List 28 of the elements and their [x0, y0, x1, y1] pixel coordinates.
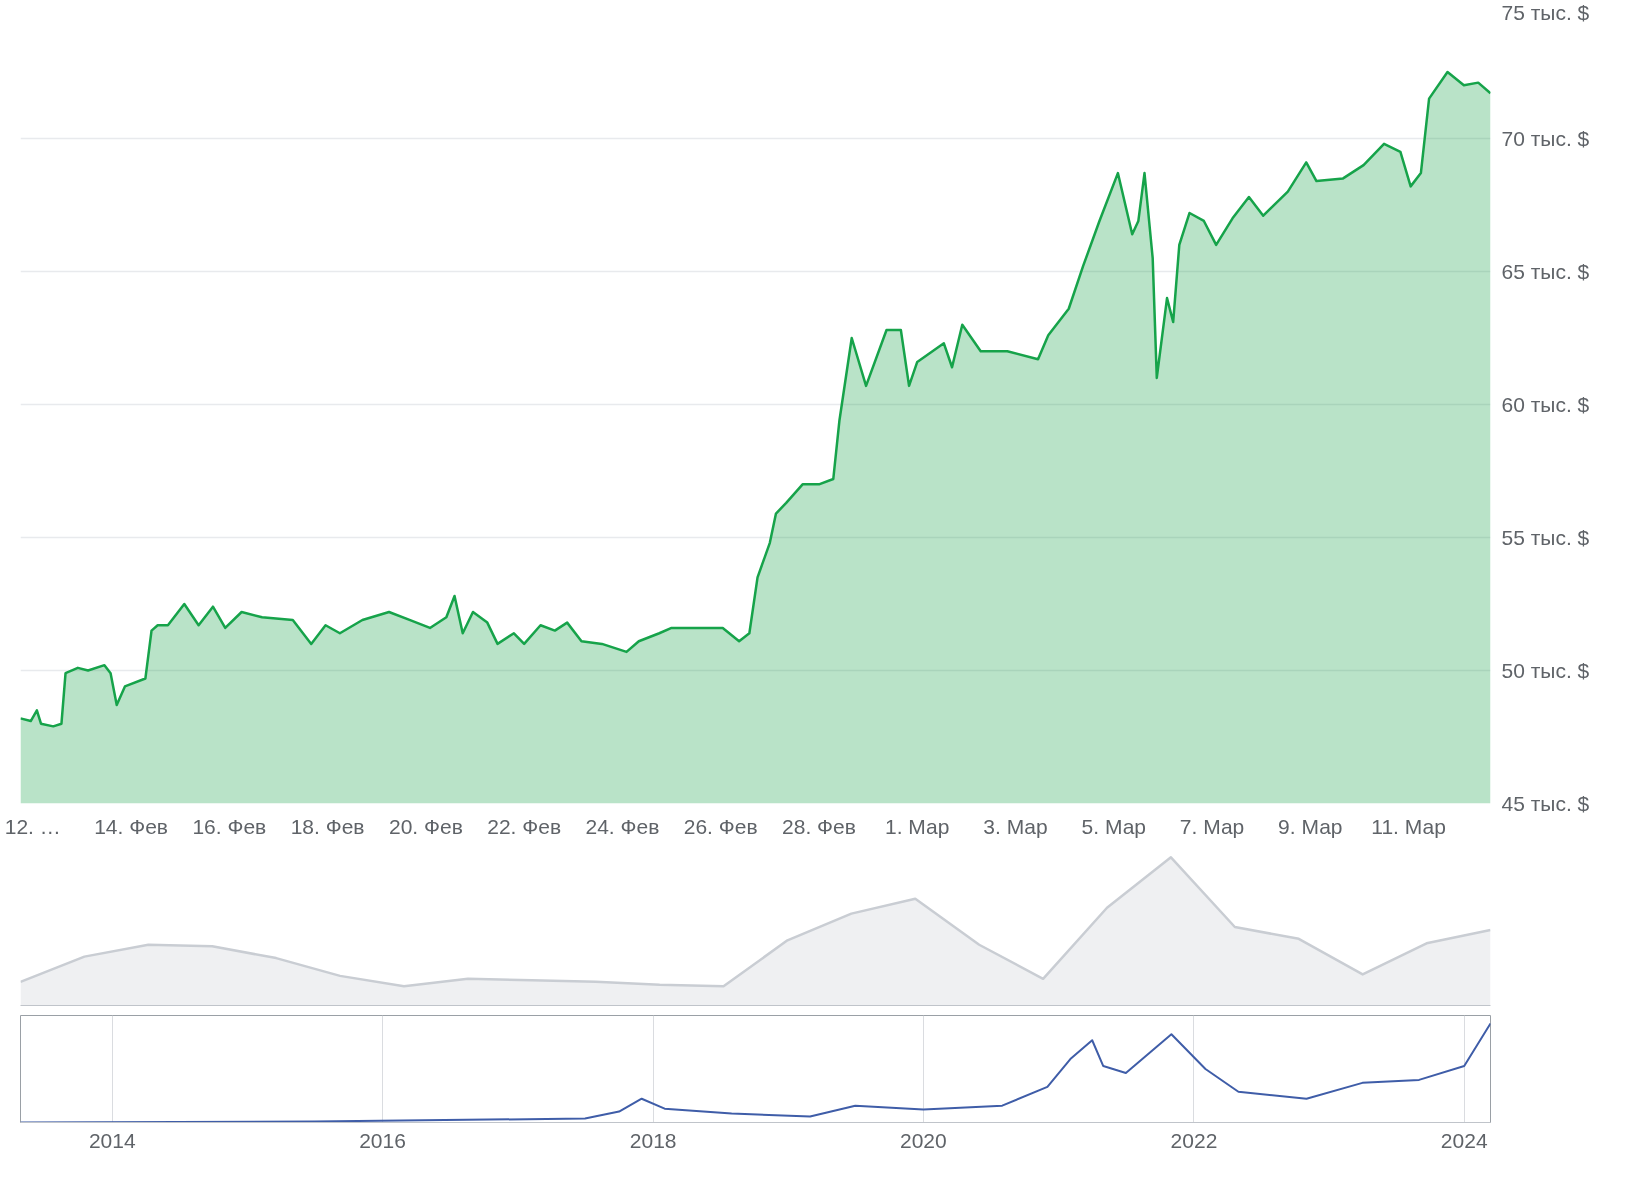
- x-tick-label: 2022: [1170, 1128, 1218, 1152]
- x-tick-label: 2014: [88, 1128, 136, 1152]
- x-tick-label: 26. Фев: [683, 814, 758, 838]
- y-tick-label: 45 тыс. $: [1501, 792, 1590, 815]
- x-tick-label: 7. Мар: [1179, 814, 1245, 838]
- x-tick-label: 20. Фев: [388, 814, 463, 838]
- y-tick-label: 65 тыс. $: [1501, 260, 1590, 283]
- x-tick-label: 2018: [629, 1128, 677, 1152]
- x-tick-label: 22. Фев: [487, 814, 562, 838]
- y-tick-label: 60 тыс. $: [1501, 393, 1590, 416]
- x-tick-label: 12. …: [4, 814, 61, 838]
- y-tick-label: 55 тыс. $: [1501, 526, 1590, 549]
- x-tick-label: 9. Мар: [1278, 814, 1343, 838]
- x-tick-label: 11. Мар: [1371, 814, 1446, 838]
- x-tick-label: 1. Мар: [885, 814, 950, 838]
- x-tick-label: 3. Мар: [983, 814, 1048, 838]
- x-tick-label: 18. Фев: [290, 814, 365, 838]
- y-tick-label: 75 тыс. $: [1501, 0, 1590, 24]
- x-tick-label: 28. Фев: [782, 814, 856, 838]
- x-tick-label: 2024: [1440, 1128, 1488, 1152]
- y-tick-label: 50 тыс. $: [1501, 659, 1590, 682]
- x-tick-label: 2020: [900, 1128, 947, 1152]
- x-tick-label: 14. Фев: [94, 814, 168, 838]
- x-tick-label: 5. Мар: [1081, 814, 1147, 838]
- x-tick-label: 24. Фев: [585, 814, 660, 838]
- x-tick-label: 2016: [359, 1128, 406, 1152]
- x-tick-label: 16. Фев: [192, 814, 267, 838]
- y-tick-label: 70 тыс. $: [1501, 127, 1590, 150]
